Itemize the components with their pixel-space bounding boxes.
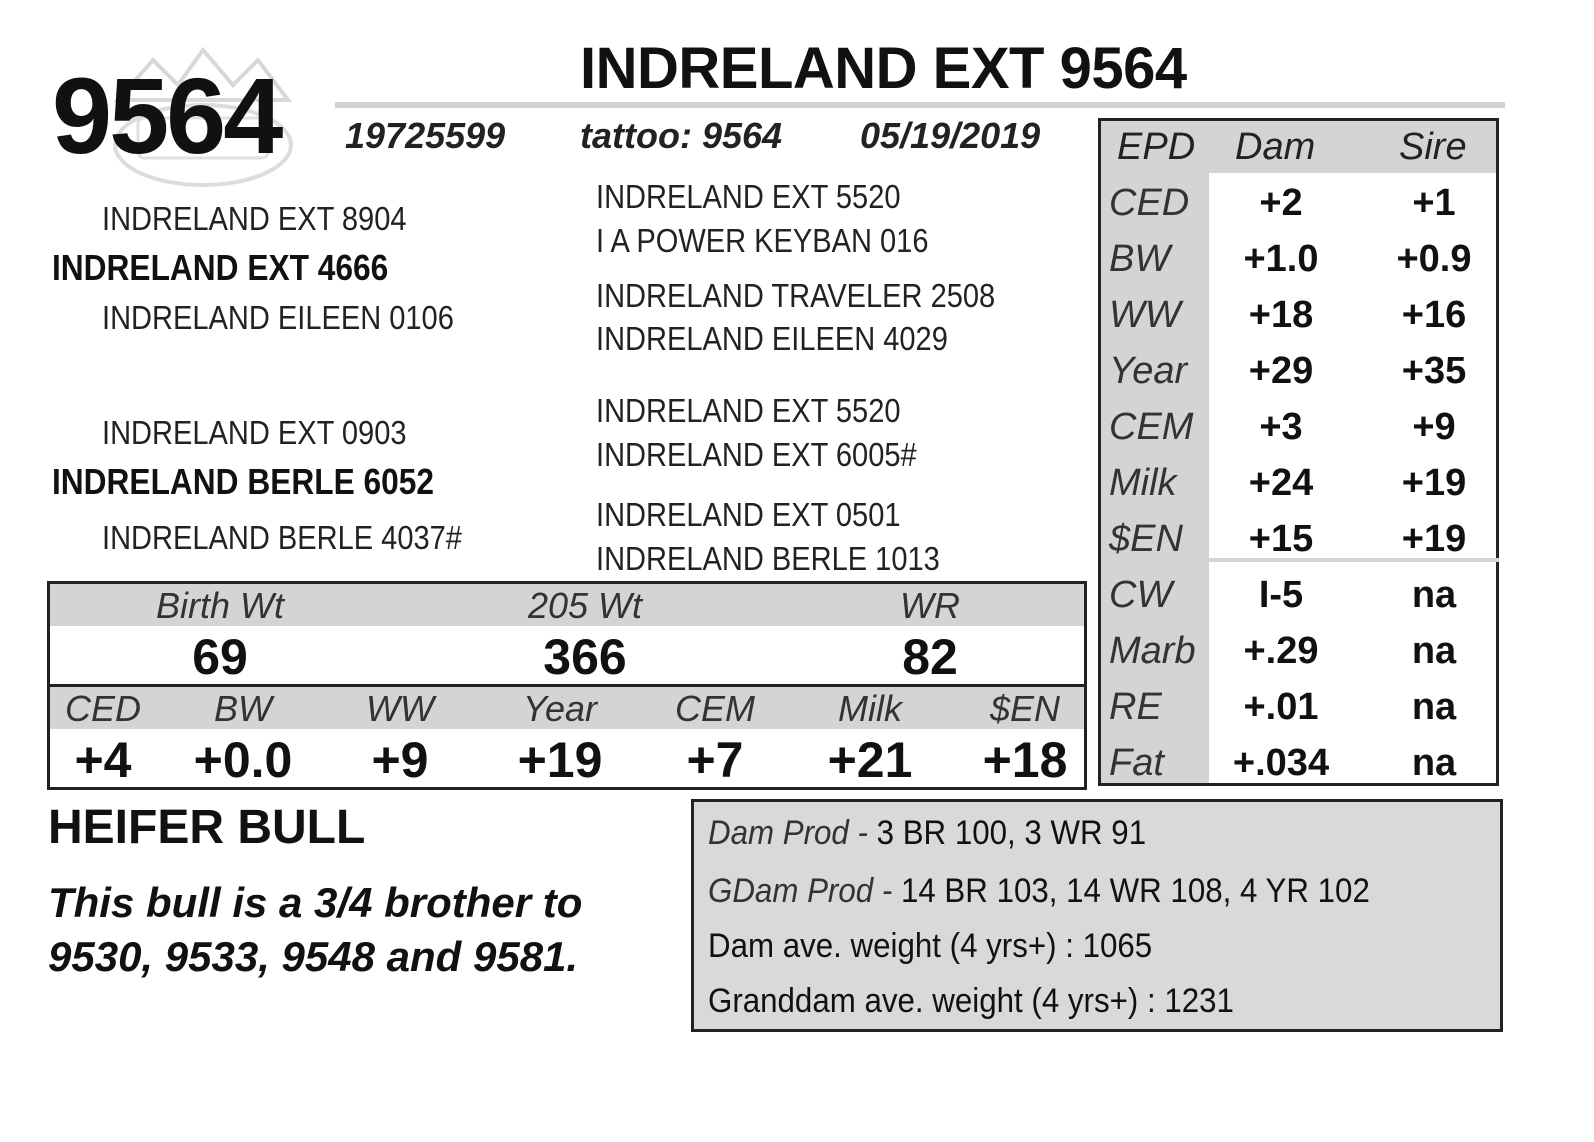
epd-row-sire-value: na [1411,686,1457,728]
weights-header-wr: WR [900,585,960,626]
pedigree-sire-sire-sire: INDRELAND EXT 5520 [596,178,901,215]
epd-row-label: RE [1109,686,1162,728]
ranch-logo-watermark [113,46,293,187]
gdam-prod-line: GDam Prod - 14 BR 103, 14 WR 108, 4 YR 1… [708,874,1370,908]
epd-row-label: Fat [1109,742,1164,784]
epd-header-label: EPD [1117,126,1196,168]
calf-epd-value: +19 [517,732,603,788]
dam-ave-weight: Dam ave. weight (4 yrs+) : 1065 [708,927,1153,965]
calf-epd-value: +7 [686,732,744,788]
epd-row-dam-value: +18 [1248,294,1314,336]
weights-header-205: 205 Wt [527,585,643,626]
dam-prod-value: 3 BR 100, 3 WR 91 [876,814,1147,852]
lot-number: 9564 [52,55,283,176]
animal-name-title: INDRELAND EXT 9564 [580,36,1187,101]
dam-prod-line: Dam Prod - 3 BR 100, 3 WR 91 [708,816,1146,850]
epd-row-sire-value: +16 [1401,294,1467,336]
epd-row-label: Milk [1109,462,1177,504]
calf-epd-header: CED [64,688,141,729]
calf-epd-header: BW [214,688,272,729]
calf-epd-value: +18 [982,732,1068,788]
title-divider [335,102,1505,108]
epd-row-dam-value: +1.0 [1243,238,1319,280]
epd-row-sire-value: +35 [1401,350,1467,392]
calf-epd-header: CEM [675,688,755,729]
epd-row-label: BW [1109,238,1171,280]
parent-epd-table: EPD Dam Sire CED +2 +1 BW +1.0 +0.9 WW +… [1098,118,1499,786]
epd-row-dam-value: +15 [1248,518,1314,560]
epd-row-sire-value: +1 [1412,182,1456,224]
bull-description: This bull is a 3/4 brother to 9530, 9533… [48,879,583,980]
epd-row-sire-value: +0.9 [1396,238,1472,280]
epd-row-label: CEM [1109,406,1194,448]
epd-row-dam-value: +2 [1259,182,1303,224]
dam-prod-label: Dam Prod - [708,814,877,852]
epd-row-sire-value: na [1411,630,1457,672]
epd-row-dam-value: +.034 [1232,742,1330,784]
pedigree-dam-dam: INDRELAND BERLE 4037# [102,519,462,556]
pedigree-dam-dam-sire: INDRELAND EXT 0501 [596,496,901,533]
epd-row-label: CW [1109,574,1173,616]
pedigree-dam-sire-sire: INDRELAND EXT 5520 [596,392,901,429]
calf-epd-header-band [50,687,1084,729]
pedigree-sire-sire: INDRELAND EXT 8904 [102,200,407,237]
epd-header-sire: Sire [1399,126,1467,168]
epd-row-sire-value: +19 [1401,462,1467,504]
epd-row-label: CED [1109,182,1190,224]
birth-date: 05/19/2019 [860,115,1041,156]
epd-header-dam: Dam [1235,126,1316,168]
parent-epd-header-band [1101,121,1496,173]
weights-value-birth: 69 [192,629,248,685]
registration-number: 19725599 [345,115,506,156]
calf-epd-value: +0.0 [193,732,293,788]
calf-epd-header: Milk [838,688,902,729]
weights-value-205: 366 [543,629,627,685]
gdam-prod-value: 14 BR 103, 14 WR 108, 4 YR 102 [900,872,1370,910]
epd-row-sire-value: na [1411,574,1457,616]
pedigree-sire-dam: INDRELAND EILEEN 0106 [102,299,454,336]
epd-row-label: $EN [1109,518,1183,560]
epd-row-dam-value: I-5 [1258,574,1304,616]
pedigree-sire-dam-sire: INDRELAND TRAVELER 2508 [596,277,996,314]
parent-epd-divider [1209,558,1499,562]
weights-header-birth: Birth Wt [155,585,284,626]
pedigree-dam: INDRELAND BERLE 6052 [52,461,435,502]
parent-epd-label-column [1101,173,1209,783]
production-box: Dam Prod - 3 BR 100, 3 WR 91 GDam Prod -… [691,799,1503,1032]
epd-row-dam-value: +.29 [1243,630,1319,672]
pedigree-dam-sire: INDRELAND EXT 0903 [102,414,407,451]
gdam-prod-label: GDam Prod - [708,872,901,910]
granddam-ave-weight: Granddam ave. weight (4 yrs+) : 1231 [708,982,1234,1020]
epd-row-dam-value: +3 [1259,406,1303,448]
calf-epd-value: +9 [371,732,429,788]
calf-epd-value: +4 [74,732,132,788]
pedigree-dam-sire-dam: INDRELAND EXT 6005# [596,436,917,473]
calf-epd-header: WW [366,688,434,729]
epd-row-sire-value: +19 [1401,518,1467,560]
tattoo: tattoo: 9564 [580,115,783,156]
pedigree-sire-dam-dam: INDRELAND EILEEN 4029 [596,320,948,357]
calf-epd-header: Year [522,688,598,729]
calf-epd-header: $EN [989,688,1061,729]
pedigree-dam-dam-dam: INDRELAND BERLE 1013 [596,540,940,577]
epd-row-sire-value: +9 [1412,406,1456,448]
epd-row-dam-value: +29 [1248,350,1314,392]
calf-epd-table: CED BW WW Year CEM Milk $EN +4 +0.0 +9 +… [47,684,1087,790]
weights-value-wr: 82 [902,629,958,685]
calf-epd-value: +21 [827,732,913,788]
epd-row-label: Year [1109,350,1188,392]
heifer-bull-heading: HEIFER BULL [48,801,366,854]
epd-row-label: Marb [1109,630,1196,672]
epd-row-label: WW [1109,294,1181,336]
weights-table: Birth Wt 205 Wt WR 69 366 82 [47,581,1087,687]
weights-header-band [50,584,1084,626]
epd-row-dam-value: +.01 [1243,686,1319,728]
epd-row-dam-value: +24 [1248,462,1314,504]
epd-row-sire-value: na [1411,742,1457,784]
pedigree-sire: INDRELAND EXT 4666 [52,247,389,288]
pedigree-sire-sire-dam: I A POWER KEYBAN 016 [596,222,929,259]
